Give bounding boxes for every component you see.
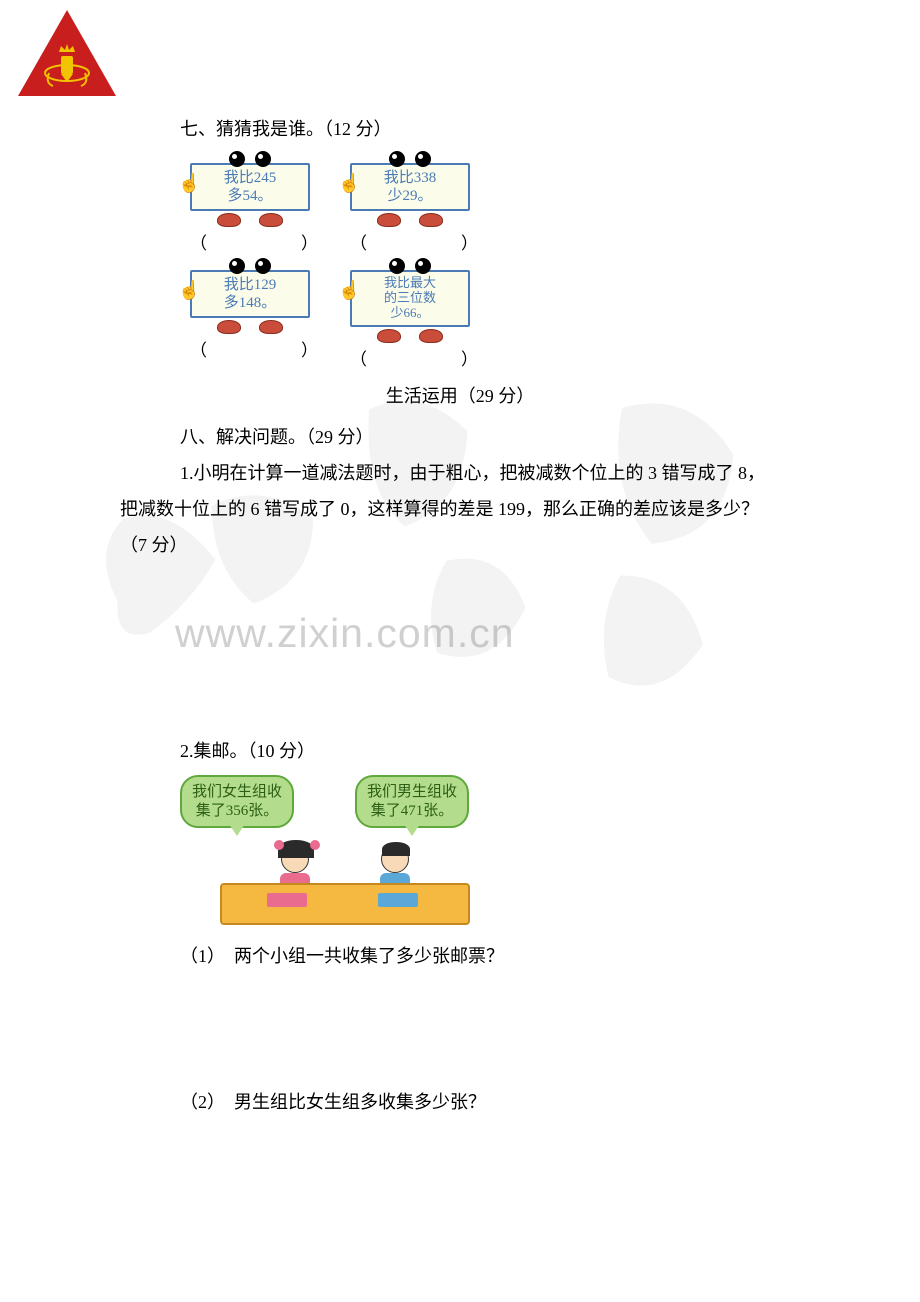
answer-blank: （ ） bbox=[350, 345, 470, 370]
boy-character bbox=[375, 845, 415, 887]
question-1: 1.小明在计算一道减法题时，由于粗心，把被减数个位上的 3 错写成了 8， 把减… bbox=[120, 455, 800, 563]
character-feet bbox=[190, 320, 310, 334]
answer-blank: （ ） bbox=[350, 229, 470, 254]
q1-text-1: 小明在计算一道减法题时，由于粗心，把被减数个位上的 3 错写成了 8， bbox=[194, 463, 766, 483]
hand-icon: ☝ bbox=[178, 280, 200, 302]
girl-character bbox=[275, 845, 315, 887]
character-eyes bbox=[350, 151, 470, 167]
section-7-title: 七、猜猜我是谁。（12 分） bbox=[180, 115, 800, 141]
character-card: ☝ 我比最大 的三位数 少66。 （ ） bbox=[350, 258, 470, 370]
answer-blank: （ ） bbox=[190, 229, 310, 254]
bubble-text: 我们女生组收 集了356张。 bbox=[192, 784, 282, 819]
sub-question-2: （2） 男生组比女生组多收集多少张？ bbox=[180, 1088, 800, 1114]
character-row-1: ☝ 我比245 多54。 （ ） ☝ 我比338 少29。 （ ） bbox=[190, 151, 800, 254]
section-8-title: 八、解决问题。（29 分） bbox=[180, 423, 800, 449]
sub-question-1: （1） 两个小组一共收集了多少张邮票？ bbox=[180, 942, 800, 968]
hand-icon: ☝ bbox=[338, 280, 360, 301]
speech-bubble-boy: 我们男生组收 集了471张。 bbox=[355, 775, 469, 829]
character-feet bbox=[350, 213, 470, 227]
stamp-collecting-scene: 我们女生组收 集了356张。 我们男生组收 集了471张。 bbox=[180, 775, 520, 925]
speech-card: ☝ 我比245 多54。 bbox=[190, 163, 310, 211]
bubble-text: 我们男生组收 集了471张。 bbox=[367, 784, 457, 819]
card-text: 我比245 多54。 bbox=[224, 169, 277, 205]
character-card: ☝ 我比338 少29。 （ ） bbox=[350, 151, 470, 254]
speech-card: ☝ 我比338 少29。 bbox=[350, 163, 470, 211]
character-feet bbox=[350, 329, 470, 343]
q1-text-2: 把减数十位上的 6 错写成了 0，这样算得的差是 199，那么正确的差应该是多少… bbox=[120, 499, 759, 519]
speech-card: ☝ 我比129 多148。 bbox=[190, 270, 310, 318]
question-2-title: 2.集邮。（10 分） bbox=[180, 733, 800, 769]
character-eyes bbox=[350, 258, 470, 274]
hand-icon: ☝ bbox=[178, 173, 200, 195]
hand-icon: ☝ bbox=[338, 173, 360, 195]
q1-points: （7 分） bbox=[120, 535, 188, 555]
school-logo bbox=[12, 8, 122, 108]
character-row-2: ☝ 我比129 多148。 （ ） ☝ 我比最大 的三位数 少66。 （ ） bbox=[190, 258, 800, 370]
page-content: 七、猜猜我是谁。（12 分） ☝ 我比245 多54。 （ ） ☝ 我比338 … bbox=[120, 115, 800, 1114]
character-card: ☝ 我比245 多54。 （ ） bbox=[190, 151, 310, 254]
card-text: 我比129 多148。 bbox=[224, 276, 277, 312]
speech-card: ☝ 我比最大 的三位数 少66。 bbox=[350, 270, 470, 327]
character-eyes bbox=[190, 151, 310, 167]
character-feet bbox=[190, 213, 310, 227]
speech-bubble-girl: 我们女生组收 集了356张。 bbox=[180, 775, 294, 829]
answer-blank: （ ） bbox=[190, 336, 310, 361]
life-application-heading: 生活运用（29 分） bbox=[120, 382, 800, 408]
character-eyes bbox=[190, 258, 310, 274]
card-text: 我比338 少29。 bbox=[384, 169, 437, 205]
character-card: ☝ 我比129 多148。 （ ） bbox=[190, 258, 310, 370]
desk bbox=[220, 883, 470, 925]
q1-num: 1. bbox=[180, 463, 194, 483]
card-text: 我比最大 的三位数 少66。 bbox=[384, 276, 436, 321]
